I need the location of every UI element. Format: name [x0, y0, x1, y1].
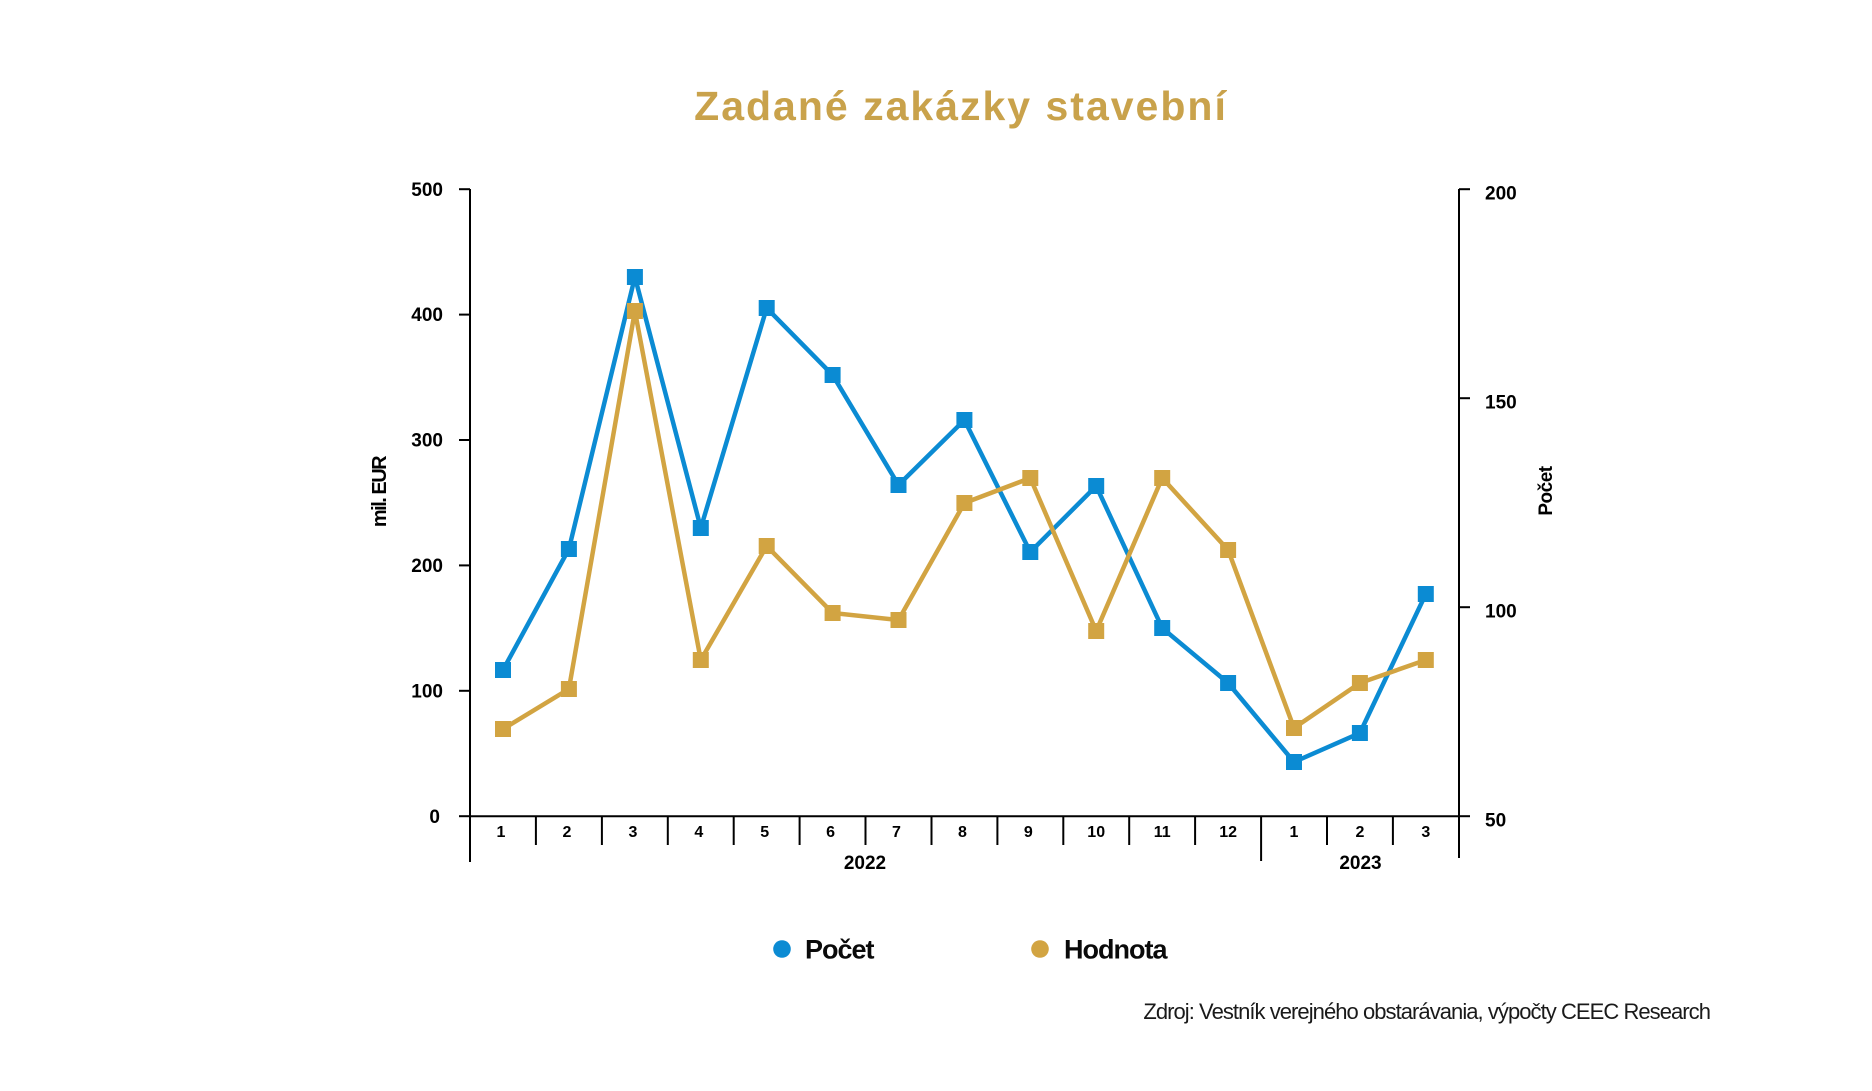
svg-text:3: 3 [1421, 824, 1430, 841]
svg-text:Počet: Počet [805, 935, 875, 965]
svg-text:Zdroj: Vestník verejného obsta: Zdroj: Vestník verejného obstarávania, v… [1143, 999, 1710, 1024]
svg-text:1: 1 [1290, 824, 1299, 841]
svg-text:2: 2 [1355, 824, 1364, 841]
svg-text:10: 10 [1087, 824, 1105, 841]
svg-text:12: 12 [1219, 824, 1237, 841]
svg-text:6: 6 [826, 824, 835, 841]
svg-text:500: 500 [411, 180, 443, 201]
svg-text:100: 100 [1485, 601, 1517, 622]
svg-text:mil. EUR: mil. EUR [369, 455, 391, 527]
svg-text:Počet: Počet [1536, 465, 1557, 515]
svg-text:2022: 2022 [844, 853, 886, 874]
svg-text:Hodnota: Hodnota [1064, 935, 1168, 965]
svg-text:2: 2 [562, 824, 571, 841]
svg-text:50: 50 [1485, 810, 1506, 831]
svg-text:4: 4 [694, 824, 703, 841]
svg-text:Zadané zakázky stavební: Zadané zakázky stavební [694, 83, 1228, 129]
svg-text:300: 300 [411, 431, 443, 452]
svg-text:200: 200 [1485, 183, 1517, 204]
svg-text:200: 200 [411, 556, 443, 577]
svg-text:8: 8 [958, 824, 967, 841]
svg-text:2023: 2023 [1339, 853, 1381, 874]
svg-text:0: 0 [429, 807, 440, 828]
svg-text:1: 1 [497, 824, 506, 841]
svg-text:100: 100 [411, 681, 443, 702]
svg-text:3: 3 [628, 824, 637, 841]
svg-text:400: 400 [411, 305, 443, 326]
svg-text:11: 11 [1154, 824, 1171, 841]
svg-text:9: 9 [1024, 824, 1033, 841]
svg-text:150: 150 [1485, 392, 1517, 413]
svg-text:7: 7 [892, 824, 901, 841]
svg-text:5: 5 [760, 824, 769, 841]
